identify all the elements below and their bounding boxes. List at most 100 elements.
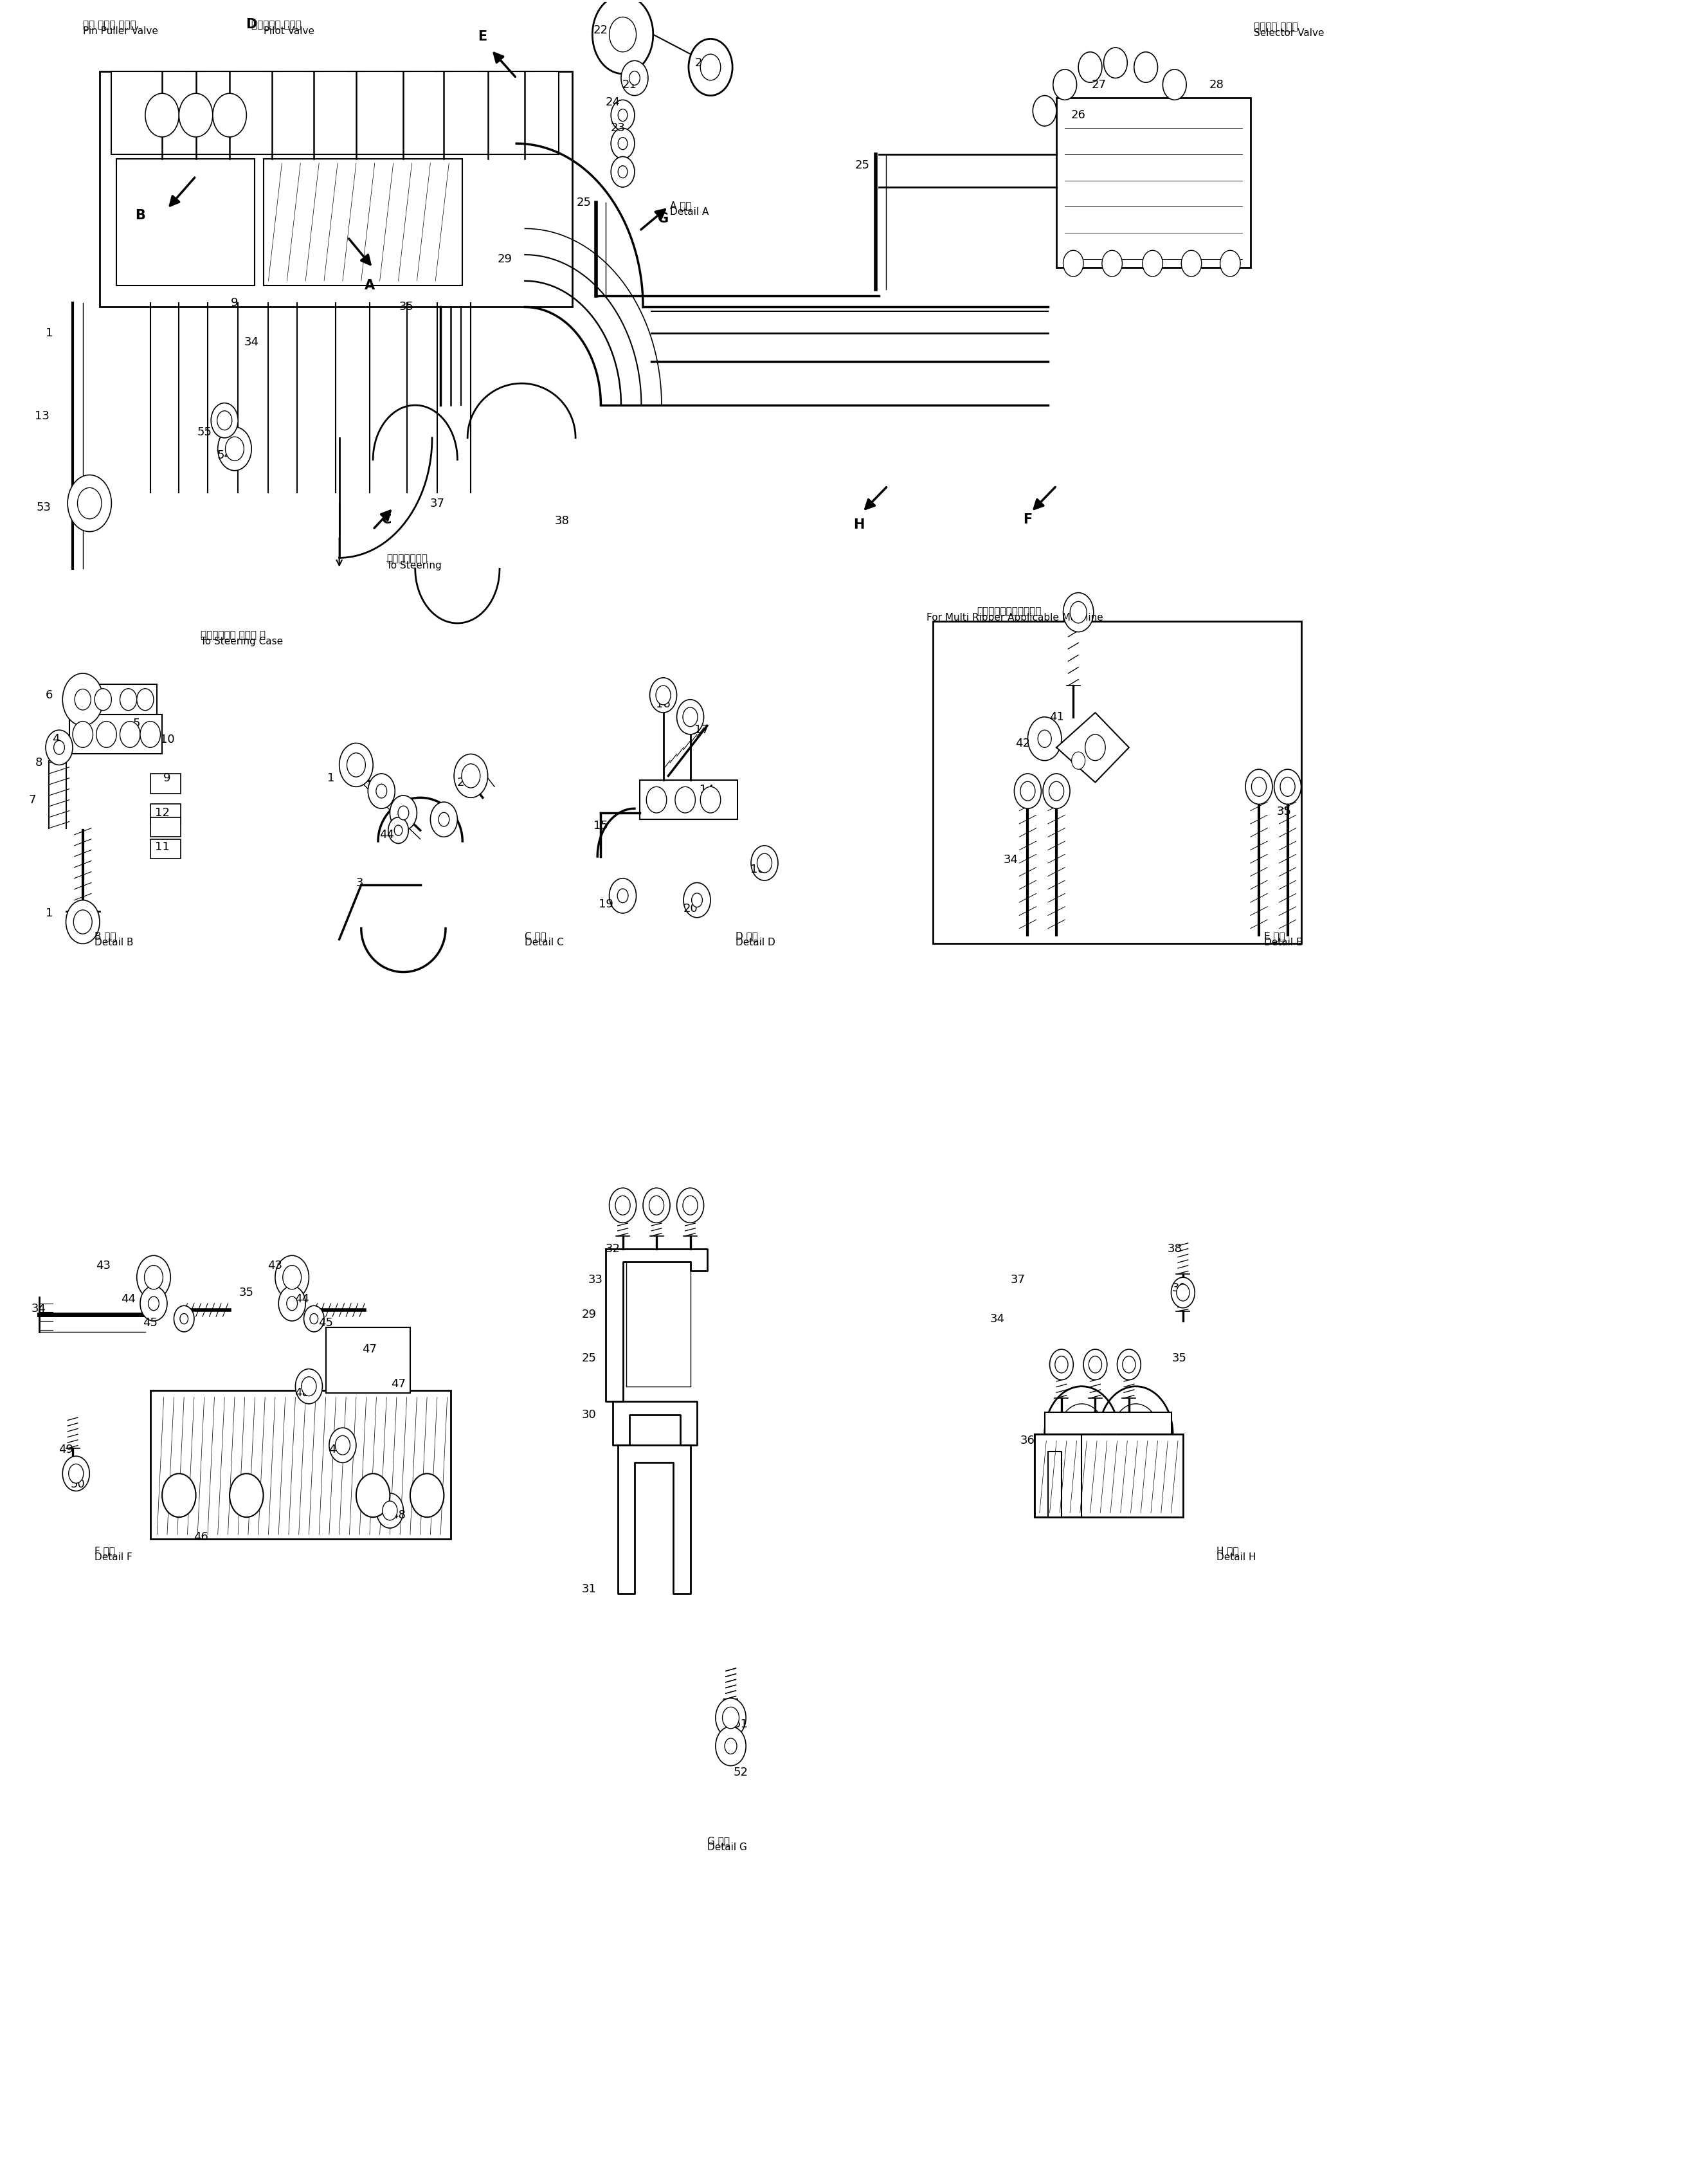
- Circle shape: [609, 17, 636, 52]
- Circle shape: [453, 753, 487, 797]
- Circle shape: [66, 900, 100, 943]
- Text: 53: 53: [37, 502, 51, 513]
- Text: G 詳細: G 詳細: [707, 1837, 729, 1845]
- Text: D 詳細: D 詳細: [736, 930, 758, 941]
- Text: 9: 9: [164, 773, 171, 784]
- Circle shape: [54, 740, 64, 753]
- Circle shape: [683, 708, 698, 727]
- Circle shape: [218, 426, 252, 470]
- Circle shape: [688, 39, 732, 96]
- Circle shape: [63, 1457, 90, 1492]
- Text: Detail D: Detail D: [736, 937, 776, 948]
- Circle shape: [389, 817, 409, 843]
- Polygon shape: [605, 1249, 707, 1402]
- Text: 44: 44: [379, 830, 394, 841]
- Circle shape: [751, 845, 778, 880]
- Text: 19: 19: [599, 898, 614, 911]
- Text: Detail C: Detail C: [524, 937, 563, 948]
- Circle shape: [1028, 716, 1062, 760]
- Text: Pin Puller Valve: Pin Puller Valve: [83, 26, 157, 37]
- Circle shape: [216, 411, 232, 430]
- Text: 26: 26: [1070, 109, 1086, 120]
- Circle shape: [621, 61, 648, 96]
- Text: 44: 44: [294, 1293, 309, 1304]
- Circle shape: [1064, 592, 1094, 631]
- Text: 16: 16: [656, 699, 671, 710]
- Text: 7: 7: [29, 795, 36, 806]
- Circle shape: [213, 94, 247, 138]
- Text: For Multi Ripper Applicable Machine: For Multi Ripper Applicable Machine: [927, 614, 1103, 622]
- Text: 43: 43: [267, 1260, 282, 1271]
- Circle shape: [46, 729, 73, 764]
- Bar: [112, 72, 558, 155]
- Text: 47: 47: [362, 1343, 377, 1354]
- Text: H 詳細: H 詳細: [1218, 1546, 1240, 1555]
- Text: F: F: [1023, 513, 1032, 526]
- Text: 37: 37: [1010, 1273, 1025, 1286]
- Circle shape: [592, 0, 653, 74]
- Circle shape: [145, 94, 179, 138]
- Text: 22: 22: [695, 57, 710, 68]
- Circle shape: [617, 138, 627, 151]
- Text: Detail H: Detail H: [1218, 1553, 1256, 1562]
- Circle shape: [276, 1256, 309, 1299]
- Circle shape: [722, 1708, 739, 1728]
- Circle shape: [304, 1306, 325, 1332]
- Circle shape: [1245, 769, 1272, 804]
- Circle shape: [140, 721, 161, 747]
- Circle shape: [211, 404, 238, 437]
- Circle shape: [301, 1376, 316, 1396]
- Text: B: B: [135, 210, 145, 223]
- Circle shape: [676, 1188, 703, 1223]
- Text: 6: 6: [46, 690, 52, 701]
- Circle shape: [1055, 1356, 1069, 1374]
- Text: セレクタ バルブ: セレクタ バルブ: [1253, 22, 1299, 33]
- Text: 32: 32: [605, 1243, 621, 1256]
- Circle shape: [683, 1197, 698, 1214]
- Circle shape: [643, 1188, 670, 1223]
- Circle shape: [377, 1494, 404, 1529]
- Text: F 詳細: F 詳細: [95, 1546, 115, 1555]
- Circle shape: [68, 474, 112, 531]
- Text: 39: 39: [1172, 1282, 1187, 1295]
- Circle shape: [144, 1265, 162, 1289]
- Text: 21: 21: [622, 79, 638, 90]
- Text: A: A: [365, 280, 375, 293]
- Circle shape: [649, 1197, 665, 1214]
- Text: 14: 14: [700, 784, 715, 795]
- Text: 33: 33: [588, 1273, 604, 1286]
- Circle shape: [397, 806, 409, 819]
- Circle shape: [1104, 48, 1128, 79]
- Text: 36: 36: [1020, 1435, 1035, 1446]
- Circle shape: [340, 743, 374, 786]
- Text: 50: 50: [71, 1479, 85, 1489]
- Circle shape: [676, 699, 703, 734]
- Bar: [150, 804, 181, 823]
- Circle shape: [1079, 52, 1103, 83]
- Circle shape: [74, 690, 91, 710]
- Circle shape: [1020, 782, 1035, 802]
- Circle shape: [1172, 1278, 1196, 1308]
- Polygon shape: [612, 1402, 697, 1446]
- Circle shape: [725, 1738, 737, 1754]
- Circle shape: [692, 893, 702, 906]
- Circle shape: [149, 1297, 159, 1310]
- Text: 15: 15: [594, 821, 609, 832]
- Circle shape: [617, 889, 627, 902]
- Circle shape: [675, 786, 695, 812]
- Bar: [150, 839, 181, 858]
- Text: 34: 34: [989, 1313, 1004, 1324]
- Circle shape: [335, 1435, 350, 1455]
- Circle shape: [1182, 251, 1202, 277]
- Circle shape: [63, 673, 103, 725]
- Circle shape: [609, 1188, 636, 1223]
- Circle shape: [230, 1474, 264, 1518]
- Text: 35: 35: [1277, 806, 1292, 817]
- Text: 10: 10: [161, 734, 174, 745]
- Circle shape: [296, 1369, 323, 1404]
- Circle shape: [411, 1474, 445, 1518]
- Circle shape: [120, 688, 137, 710]
- Circle shape: [1033, 96, 1057, 127]
- Circle shape: [610, 157, 634, 188]
- Circle shape: [279, 1286, 306, 1321]
